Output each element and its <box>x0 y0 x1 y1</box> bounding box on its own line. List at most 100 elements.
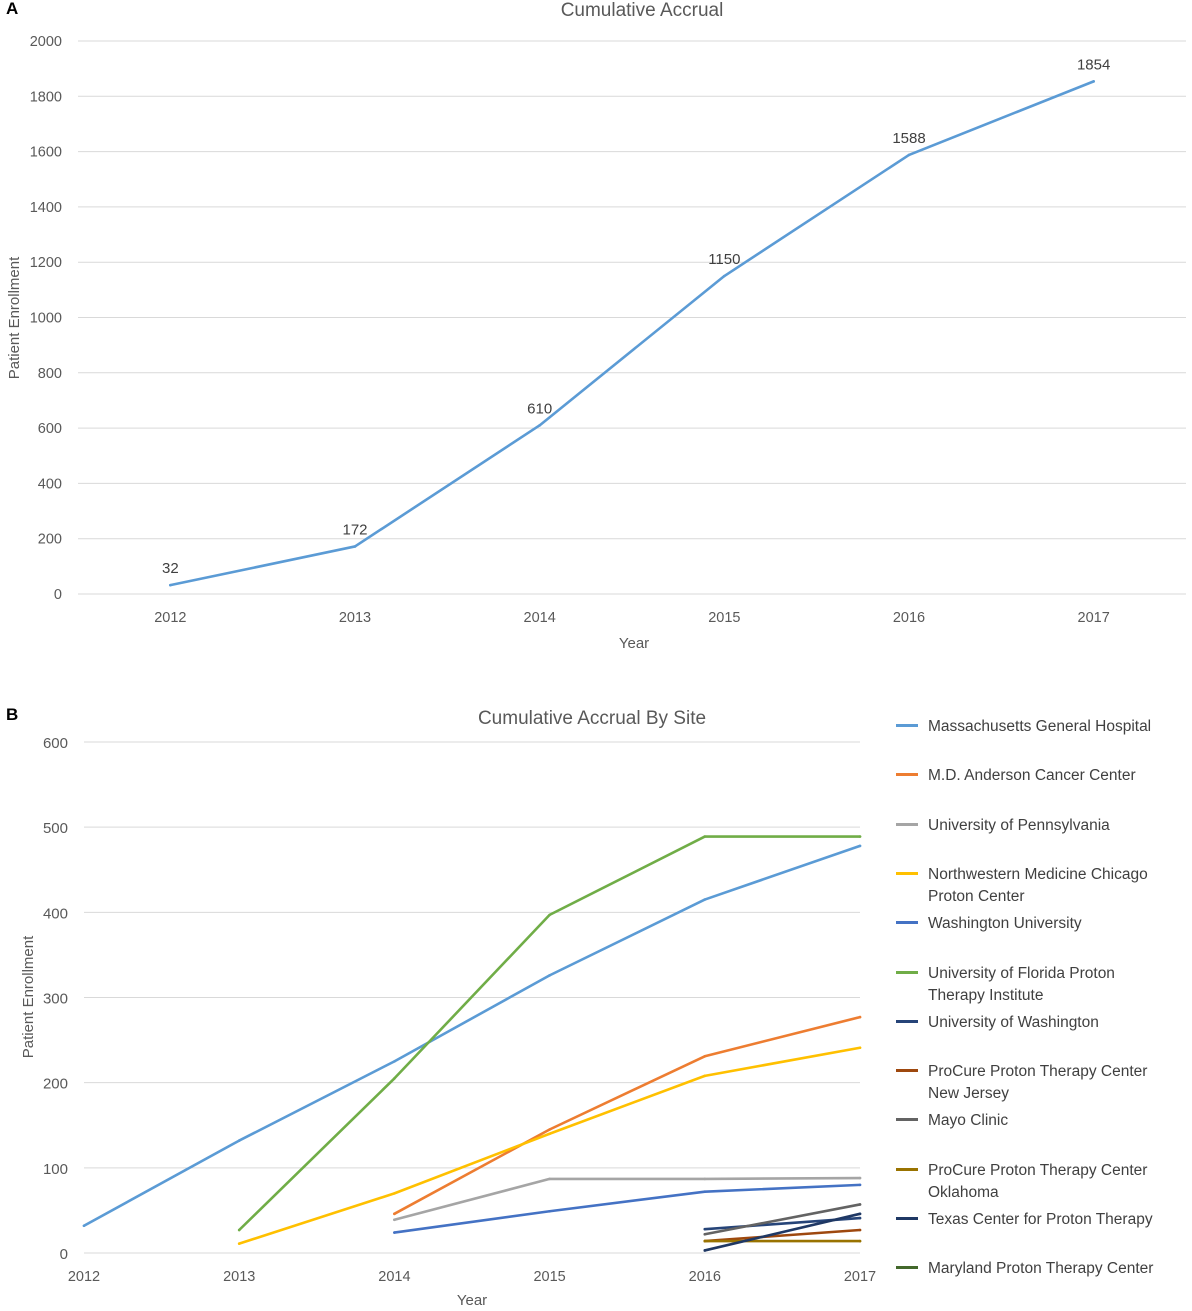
legend-item: Maryland Proton Therapy Center <box>896 1258 1183 1280</box>
chart-b-data-point <box>858 1203 862 1206</box>
chart-a-x-tick-label: 2013 <box>339 610 371 626</box>
chart-a-x-tick-label: 2015 <box>708 610 740 626</box>
chart-b-data-point <box>548 1132 551 1136</box>
chart-a-y-tick-label: 1600 <box>30 145 62 161</box>
chart-b-data-point <box>703 1227 707 1231</box>
chart-b-data-point <box>703 1177 707 1181</box>
legend-swatch <box>896 822 918 826</box>
chart-a-data-point <box>538 424 541 427</box>
legend-label-line: ProCure Proton Therapy Center <box>928 1063 1148 1081</box>
legend-item: Massachusetts General Hospital <box>896 716 1183 738</box>
legend-item: Texas Center for Proton Therapy <box>896 1209 1183 1231</box>
legend-item: ProCure Proton Therapy Center Oklahoma <box>896 1160 1183 1204</box>
chart-b-data-point <box>548 1209 551 1213</box>
chart-b-series-line <box>82 844 862 1228</box>
chart-b-x-tick-label: 2014 <box>378 1269 410 1285</box>
chart-b-data-point <box>858 1228 862 1232</box>
legend-label-line: University of Florida Proton <box>928 964 1115 982</box>
chart-a-x-tick-label: 2016 <box>893 610 925 626</box>
chart-b-data-point <box>858 1176 862 1180</box>
legend-swatch <box>896 1167 918 1171</box>
chart-a-series-line <box>169 80 1095 587</box>
legend-swatch <box>896 921 918 925</box>
chart-a-y-tick-label: 400 <box>38 476 62 492</box>
chart-a-x-axis-label: Year <box>619 635 649 652</box>
legend-item: Washington University <box>896 913 1183 935</box>
chart-b-title: Cumulative Accrual By Site <box>478 708 706 729</box>
chart-a-title: Cumulative Accrual <box>561 0 724 21</box>
chart-b-data-point <box>703 835 707 838</box>
legend-label: Mayo Clinic <box>928 1110 1183 1132</box>
chart-a-x-tick-label: 2017 <box>1078 610 1110 626</box>
chart-a-data-point <box>723 274 726 278</box>
legend-label-line: University of Pennsylvania <box>928 816 1110 834</box>
chart-b-data-point <box>548 913 551 917</box>
chart-b-x-tick-label: 2016 <box>689 1269 721 1285</box>
chart-a-data-label: 32 <box>162 560 179 577</box>
chart-b-data-point <box>82 1224 86 1228</box>
chart-b-data-point <box>858 1239 862 1243</box>
legend-label: Washington University <box>928 913 1183 935</box>
chart-a-data-point <box>907 153 911 157</box>
legend-swatch <box>896 1118 918 1122</box>
chart-a-data-point <box>169 583 172 587</box>
chart-b-x-tick-label: 2017 <box>844 1269 876 1285</box>
legend-label: ProCure Proton Therapy Center Oklahoma <box>928 1160 1183 1204</box>
chart-b-series-line <box>703 1203 862 1236</box>
chart-a-y-tick-label: 1800 <box>30 89 62 105</box>
chart-b-data-point <box>237 1242 241 1245</box>
legend-label-line: Mayo Clinic <box>928 1112 1009 1130</box>
chart-b-data-point <box>393 1192 396 1195</box>
chart-b-y-tick-label: 600 <box>43 735 68 752</box>
chart-b-series-line <box>393 1183 862 1234</box>
chart-b-data-point <box>703 1054 707 1058</box>
chart-a-y-axis-label: Patient Enrollment <box>6 256 23 379</box>
chart-b-y-axis-label: Patient Enrollment <box>20 935 37 1058</box>
chart-a-y-tick-label: 200 <box>38 532 62 548</box>
panel-label-b: B <box>6 705 19 724</box>
chart-a-x-tick-label: 2014 <box>524 610 556 626</box>
legend-swatch <box>896 1019 918 1023</box>
legend-label: University of Florida Proton Therapy Inst… <box>928 963 1183 1007</box>
chart-b-y-tick-label: 100 <box>43 1161 68 1178</box>
legend-swatch <box>896 871 918 875</box>
chart-b-data-point <box>858 835 862 838</box>
chart-b-data-point <box>237 1139 241 1142</box>
legend-swatch <box>896 970 918 974</box>
legend-item: University of Florida Proton Therapy Inst… <box>896 963 1183 1007</box>
legend-label-line: Massachusetts General Hospital <box>928 718 1152 735</box>
chart-b-data-point <box>548 1177 551 1181</box>
legend-item: University of Pennsylvania <box>896 815 1183 837</box>
chart-b-data-point <box>548 974 551 977</box>
chart-b-series-line <box>703 1212 862 1252</box>
legend-label: Massachusetts General Hospital <box>928 716 1183 738</box>
chart-a-data-label: 1588 <box>892 130 925 147</box>
chart-b-x-tick-label: 2015 <box>533 1269 565 1285</box>
legend-label-line: Texas Center for Proton Therapy <box>928 1211 1153 1228</box>
panel-label-a: A <box>6 0 19 18</box>
legend-label: Northwestern Medicine Chicago Proton Cent… <box>928 864 1183 908</box>
legend-label-line: New Jersey <box>928 1085 1009 1103</box>
chart-b-data-point <box>703 1074 707 1078</box>
chart-a-y-tick-label: 1200 <box>30 255 62 271</box>
legend-item: Mayo Clinic <box>896 1110 1183 1132</box>
chart-b-series-line <box>237 1046 862 1245</box>
chart-a-data-point <box>353 545 357 548</box>
chart-b-data-point <box>858 1015 862 1019</box>
legend-label: Maryland Proton Therapy Center <box>928 1258 1183 1280</box>
legend-label-line: Proton Center <box>928 887 1025 905</box>
chart-b-data-point <box>237 1228 241 1232</box>
legend-label-line: Northwestern Medicine Chicago <box>928 865 1148 883</box>
chart-b-data-point <box>703 898 707 901</box>
chart-b-x-axis-label: Year <box>457 1292 487 1309</box>
chart-a-y-tick-label: 1000 <box>30 311 62 327</box>
chart-b-y-tick-label: 500 <box>43 820 68 837</box>
legend-label-line: University of Washington <box>928 1013 1099 1031</box>
chart-b-series-line <box>393 1015 862 1216</box>
legend-label-line: Oklahoma <box>928 1183 999 1201</box>
legend-swatch <box>896 773 918 777</box>
chart-b-series-line <box>393 1176 862 1222</box>
legend-swatch <box>896 724 918 727</box>
chart-b-y-tick-label: 400 <box>43 905 68 922</box>
